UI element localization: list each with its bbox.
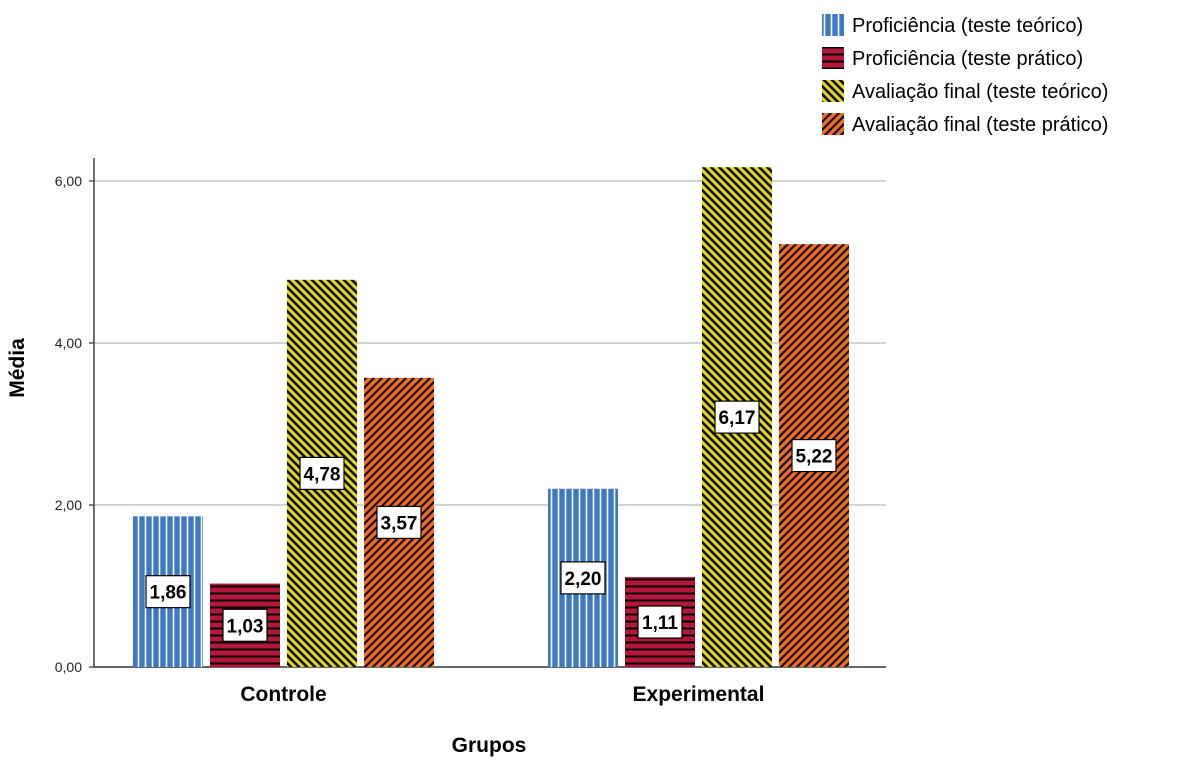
data-label: 6,17 bbox=[719, 408, 756, 429]
y-axis-title: Média bbox=[6, 338, 29, 398]
data-label-box bbox=[222, 608, 268, 642]
legend-label: Avaliação final (teste teórico) bbox=[852, 81, 1108, 103]
data-label: 3,57 bbox=[381, 513, 418, 534]
legend-swatch bbox=[822, 14, 844, 36]
data-label-box bbox=[560, 561, 606, 595]
bars bbox=[133, 167, 849, 668]
data-label-box bbox=[376, 505, 422, 540]
data-label-box bbox=[714, 400, 760, 434]
x-axis-title: Grupos bbox=[452, 734, 527, 757]
data-labels: 1,86 1,03 4,78 3,57 2,20 1,11 6,17 5,22 bbox=[145, 400, 837, 642]
x-tick-label: Experimental bbox=[633, 683, 765, 706]
legend: Proficiência (teste teórico) Proficiência… bbox=[822, 14, 1108, 136]
data-label: 1,11 bbox=[642, 613, 678, 634]
data-label: 1,86 bbox=[150, 583, 187, 604]
data-label: 2,20 bbox=[565, 569, 602, 590]
data-label-box bbox=[637, 605, 683, 639]
x-tick-label: Controle bbox=[240, 683, 326, 706]
legend-swatch bbox=[822, 47, 844, 69]
legend-label: Proficiência (teste prático) bbox=[852, 48, 1083, 70]
data-label: 5,22 bbox=[796, 447, 833, 468]
legend-swatch bbox=[822, 113, 844, 135]
data-label-box bbox=[791, 438, 837, 473]
data-label: 1,03 bbox=[227, 616, 264, 637]
legend-label: Proficiência (teste teórico) bbox=[852, 15, 1083, 37]
legend-label: Avaliação final (teste prático) bbox=[852, 114, 1108, 136]
y-tick-label: 2,00 bbox=[55, 497, 82, 513]
data-label-box bbox=[299, 456, 345, 491]
legend-swatch bbox=[822, 80, 844, 102]
y-tick-label: 6,00 bbox=[55, 173, 82, 189]
y-tick-label: 4,00 bbox=[55, 335, 82, 351]
y-tick-label: 0,00 bbox=[55, 659, 82, 675]
data-label: 4,78 bbox=[304, 464, 341, 485]
data-label-box bbox=[145, 575, 191, 609]
